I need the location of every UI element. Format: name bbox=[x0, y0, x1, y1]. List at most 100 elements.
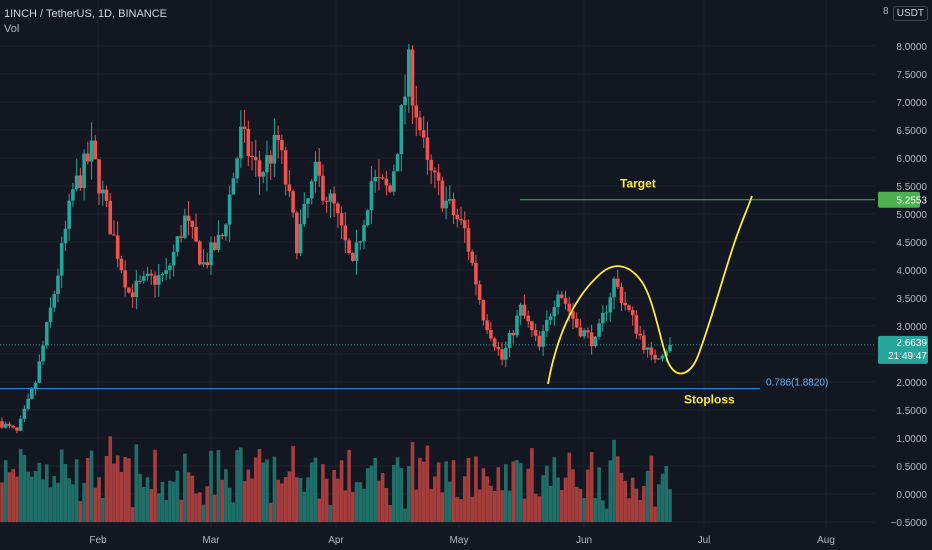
volume-bar bbox=[212, 494, 217, 522]
volume-bar bbox=[586, 469, 590, 522]
candle-body bbox=[537, 335, 542, 347]
volume-bar bbox=[130, 507, 135, 522]
volume-bar bbox=[18, 449, 23, 522]
volume-bar bbox=[466, 457, 471, 522]
candle-body bbox=[7, 423, 12, 426]
volume-bar bbox=[601, 500, 605, 522]
candle-body bbox=[455, 215, 460, 220]
currency-badge[interactable]: USDT bbox=[892, 6, 928, 21]
volume-bar bbox=[511, 461, 516, 522]
volume-bar bbox=[567, 452, 572, 522]
chart-labels: Target 5.2553 0.786(1.8820) Stoploss 2.6639 2… bbox=[620, 177, 928, 407]
candle-body bbox=[399, 105, 404, 155]
candle-body bbox=[395, 154, 400, 172]
candle-body bbox=[657, 358, 661, 360]
candle-body bbox=[604, 312, 609, 314]
price-axis[interactable]: 8.0000 7.5000 7.0000 6.5000 6.0000 5.5000 5.00… bbox=[891, 42, 928, 529]
candle-body bbox=[302, 203, 307, 224]
volume-bar bbox=[556, 477, 560, 522]
volume-bar bbox=[283, 477, 288, 522]
chart-title[interactable]: 1INCH / TetherUS, 1D, BINANCE bbox=[4, 8, 168, 20]
volume-bar bbox=[530, 448, 534, 522]
candlestick-series bbox=[0, 44, 672, 434]
candle-body bbox=[392, 171, 396, 192]
volume-bar bbox=[302, 491, 307, 522]
candle-body bbox=[489, 330, 493, 339]
candle-body bbox=[209, 242, 213, 266]
candle-body bbox=[276, 134, 280, 141]
candle-body bbox=[201, 262, 206, 265]
candle-body bbox=[582, 330, 586, 337]
candle-body bbox=[503, 347, 508, 360]
candle-body bbox=[175, 236, 180, 252]
candle-body bbox=[298, 223, 303, 254]
volume-bar bbox=[492, 490, 497, 522]
candle-body bbox=[369, 181, 374, 211]
volume-bar bbox=[399, 467, 404, 522]
y-tick-label: 0.0000 bbox=[896, 490, 927, 501]
time-axis[interactable]: Feb Mar Apr May Jun Jul Aug bbox=[89, 535, 835, 546]
volume-bar bbox=[328, 504, 333, 522]
candle-body bbox=[239, 126, 243, 159]
candle-body bbox=[350, 253, 355, 261]
candle-body bbox=[306, 198, 310, 204]
candle-body bbox=[22, 408, 27, 419]
candle-body bbox=[261, 172, 266, 177]
candle-body bbox=[507, 332, 512, 348]
candle-body bbox=[541, 330, 545, 347]
volume-bar bbox=[645, 470, 650, 522]
volume-bar bbox=[321, 464, 325, 522]
x-tick-label: Feb bbox=[89, 535, 107, 546]
candle-body bbox=[384, 178, 389, 186]
volume-bar bbox=[604, 508, 609, 522]
candle-body bbox=[112, 234, 116, 236]
volume-bar bbox=[250, 478, 254, 522]
volume-bar bbox=[298, 478, 303, 522]
volume-bar bbox=[149, 488, 154, 522]
volume-bar bbox=[145, 477, 150, 522]
candle-body bbox=[634, 315, 639, 334]
volume-bar bbox=[179, 499, 183, 522]
volume-bar bbox=[183, 453, 187, 522]
volume-bar bbox=[373, 457, 377, 522]
candle-body bbox=[97, 159, 101, 194]
volume-bar bbox=[291, 446, 295, 522]
candle-body bbox=[433, 170, 437, 173]
candle-body bbox=[63, 228, 68, 244]
volume-bar bbox=[623, 480, 628, 522]
volume-bar bbox=[164, 500, 169, 522]
volume-bar bbox=[0, 482, 4, 522]
volume-bar bbox=[26, 471, 30, 522]
volume-bar bbox=[336, 478, 340, 522]
volume-bar bbox=[11, 469, 15, 522]
candle-body bbox=[130, 292, 135, 297]
chart-grid bbox=[0, 0, 875, 528]
volume-bar bbox=[436, 462, 441, 522]
candle-body bbox=[67, 200, 71, 229]
volume-bar bbox=[194, 493, 198, 522]
candle-body bbox=[291, 191, 295, 213]
candle-body bbox=[100, 189, 105, 194]
candle-body bbox=[649, 347, 654, 355]
candle-body bbox=[339, 213, 344, 226]
candle-body bbox=[556, 294, 560, 308]
y-tick-label: 0.5000 bbox=[896, 462, 927, 473]
volume-bar bbox=[44, 464, 49, 522]
candle-body bbox=[518, 304, 523, 316]
candle-body bbox=[571, 311, 575, 319]
volume-indicator-label[interactable]: Vol bbox=[4, 23, 20, 35]
volume-bar bbox=[235, 450, 239, 522]
candle-body bbox=[242, 126, 247, 129]
volume-bar bbox=[104, 456, 109, 522]
candle-body bbox=[466, 228, 471, 252]
candle-body bbox=[481, 299, 486, 321]
candle-body bbox=[545, 320, 549, 331]
volume-bar bbox=[67, 478, 71, 522]
volume-bar bbox=[171, 481, 176, 522]
candle-body bbox=[295, 212, 299, 254]
volume-bar bbox=[574, 486, 579, 522]
candle-body bbox=[156, 275, 161, 285]
volume-bar bbox=[220, 479, 224, 522]
volume-bar bbox=[522, 498, 527, 522]
